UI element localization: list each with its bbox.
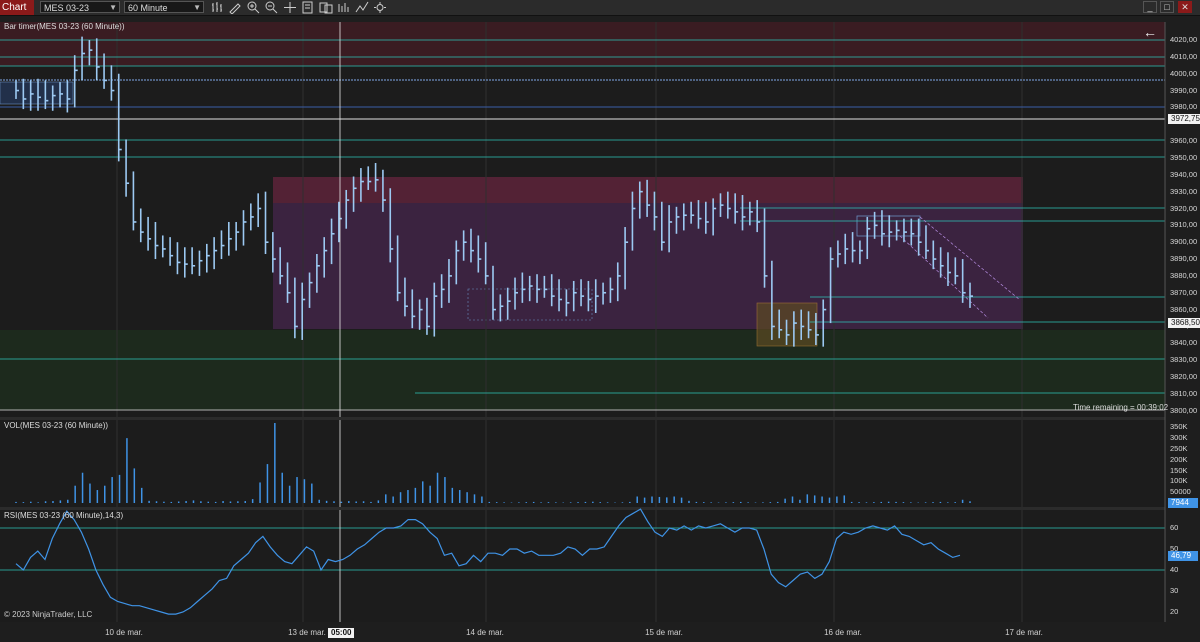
price-axis-tick: 4020,00	[1170, 35, 1198, 44]
rsi-pane-title: RSI(MES 03-23 (60 Minute),14,3)	[4, 511, 124, 520]
copyright-text: © 2023 NinjaTrader, LLC	[4, 610, 93, 619]
rsi-pane-background	[0, 510, 1165, 622]
time-axis-label: 10 de mar.	[105, 628, 143, 637]
chart-canvas[interactable]	[0, 16, 1200, 642]
instrument-selector[interactable]: MES 03-23 ▼	[40, 1, 120, 13]
rsi-axis-tick: 40	[1170, 565, 1179, 574]
down-channel	[899, 216, 1021, 319]
price-axis-tick: 3880,00	[1170, 270, 1198, 280]
rsi-axis-tick: 30	[1170, 586, 1179, 595]
support-zone	[0, 330, 1165, 410]
price-axis-tick: 3910,00	[1170, 220, 1198, 230]
volume-axis-tick: 50000	[1170, 487, 1191, 497]
price-tag-last: 3868,50	[1168, 318, 1200, 328]
draw-pencil-icon[interactable]	[228, 1, 242, 14]
volume-axis-tick: 250K	[1170, 443, 1188, 453]
time-axis-label: 13 de mar.	[288, 628, 326, 637]
volume-axis-tick: 100K	[1170, 476, 1188, 486]
rsi-current-tag: 46,79	[1168, 551, 1198, 561]
pane-separator	[0, 507, 1200, 510]
data-box-icon[interactable]	[301, 1, 315, 14]
volume-axis-tick: 350K	[1170, 422, 1188, 432]
bar-type-icon[interactable]	[210, 1, 224, 14]
price-axis-tick: 3870,00	[1170, 287, 1198, 297]
range-top-zone	[273, 177, 1023, 203]
crosshair-icon[interactable]	[283, 1, 297, 14]
price-axis-tick: 4000,00	[1170, 68, 1198, 78]
price-axis-tick: 3990,00	[1170, 85, 1198, 95]
chevron-down-icon: ▼	[109, 3, 117, 12]
close-icon[interactable]: ✕	[1178, 1, 1192, 13]
price-axis-tick: 3930,00	[1170, 186, 1198, 196]
cursor-time-tag: 05:00	[328, 628, 355, 638]
volume-bars	[15, 423, 971, 503]
price-axis-tick: 3900,00	[1170, 237, 1198, 247]
chart-toolbar: Chart MES 03-23 ▼ 60 Minute ▼ _ □ ✕	[0, 0, 1200, 16]
price-axis-tick: 3940,00	[1170, 169, 1198, 179]
price-axis-tick: 3800,00	[1170, 405, 1198, 415]
price-axis-tick: 3820,00	[1170, 372, 1198, 381]
interval-value: 60 Minute	[128, 3, 168, 13]
time-axis-label: 16 de mar.	[824, 628, 862, 637]
pane-separator	[0, 417, 1200, 420]
volume-pane-title: VOL(MES 03-23 (60 Minute))	[4, 421, 109, 430]
rsi-axis-tick: 50	[1170, 544, 1179, 553]
price-axis-tick: 3950,00	[1170, 152, 1198, 162]
rsi-axis-tick: 60	[1170, 523, 1179, 532]
chart-style-icon[interactable]	[337, 1, 351, 14]
level-lines	[0, 39, 1165, 394]
volume-axis-tick: 150K	[1170, 465, 1188, 475]
price-axis-tick: 3960,00	[1170, 136, 1198, 146]
price-axis-tick: 3810,00	[1170, 388, 1198, 398]
back-arrow-icon[interactable]: ←	[1143, 24, 1157, 40]
price-bars	[15, 36, 973, 347]
time-axis-label: 14 de mar.	[466, 628, 504, 637]
strategies-icon[interactable]	[355, 1, 369, 14]
minimize-icon[interactable]: _	[1143, 1, 1157, 13]
chevron-down-icon: ▼	[193, 3, 201, 12]
interval-selector[interactable]: 60 Minute ▼	[124, 1, 204, 13]
resistance-zone	[0, 22, 1165, 66]
chart-tab[interactable]: Chart	[0, 0, 34, 15]
rsi-axis-tick: 20	[1170, 607, 1179, 616]
price-axis-tick: 4010,00	[1170, 51, 1198, 61]
time-axis-background	[0, 622, 1200, 642]
maximize-icon[interactable]: □	[1160, 1, 1174, 13]
volume-axis-tick: 200K	[1170, 454, 1188, 464]
price-axis-tick: 3830,00	[1170, 355, 1198, 365]
price-axis-tick: 3860,00	[1170, 304, 1198, 314]
price-tag-level: 3972,75	[1168, 114, 1200, 124]
bar-timer-text: Time remaining = 00:39:02	[1073, 403, 1169, 412]
instrument-value: MES 03-23	[44, 3, 90, 13]
volume-pane-background	[0, 420, 1165, 507]
price-axis-tick: 3980,00	[1170, 102, 1198, 112]
properties-icon[interactable]	[373, 1, 387, 14]
volume-axis-tick: 300K	[1170, 433, 1188, 443]
blue-box	[0, 81, 74, 105]
price-axis-tick: 3920,00	[1170, 203, 1198, 213]
volume-current-tag: 7944	[1168, 498, 1198, 508]
instruments-icon[interactable]	[319, 1, 333, 14]
price-pane-title: Bar timer(MES 03-23 (60 Minute))	[4, 22, 125, 31]
zoom-in-icon[interactable]	[246, 1, 260, 14]
time-axis-label: 15 de mar.	[645, 628, 683, 637]
time-axis-label: 17 de mar.	[1005, 628, 1043, 637]
rsi-line	[15, 508, 961, 615]
price-axis-tick: 3840,00	[1170, 338, 1198, 348]
price-axis-tick: 3890,00	[1170, 254, 1198, 264]
zoom-out-icon[interactable]	[264, 1, 278, 14]
